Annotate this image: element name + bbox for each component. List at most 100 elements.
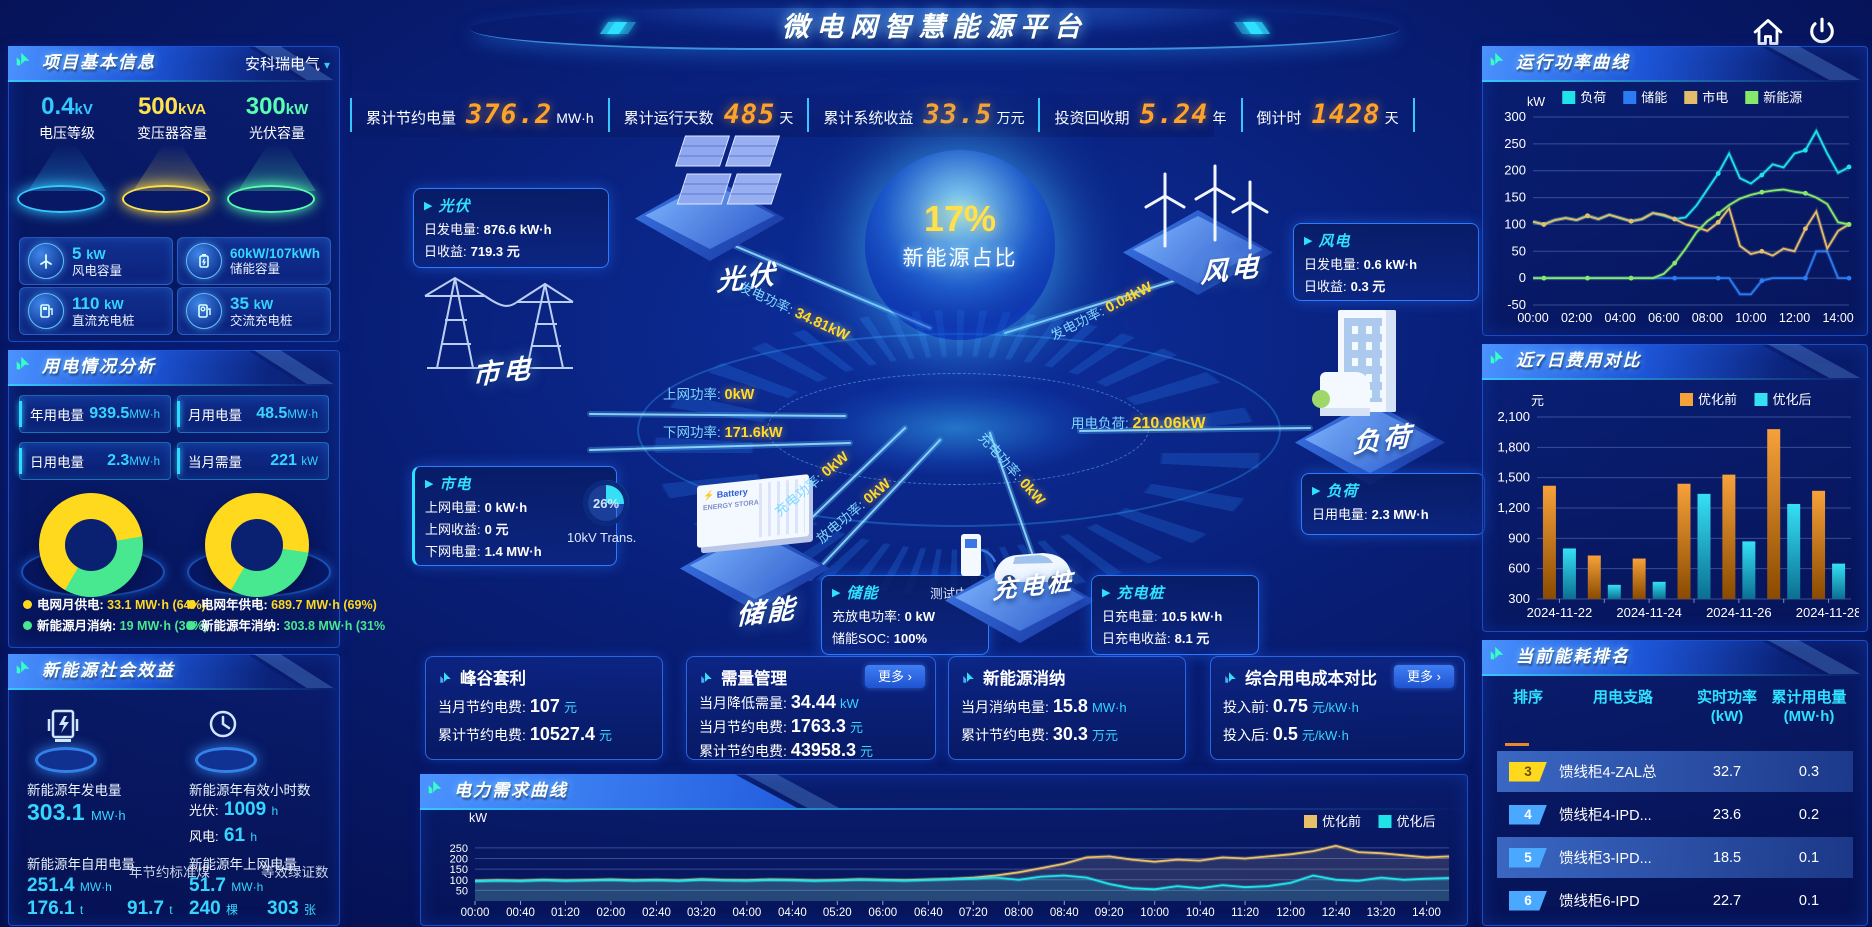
demand-curve-chart: 250 200 150 100 50 kW 00:00 00:40 01:20 02:00 02:4… <box>427 811 1459 921</box>
svg-text:优化后: 优化后 <box>1397 814 1436 829</box>
stat-countdown: 倒计时 1428 天 <box>1240 98 1415 132</box>
solar-panels-icon <box>674 135 782 205</box>
svg-text:12:00: 12:00 <box>1779 311 1810 325</box>
wind-turbine-icon <box>28 243 64 279</box>
transformer-gauge: 26% <box>583 480 629 526</box>
benefit-value: 303 张 <box>267 898 316 919</box>
stat-year-usage: 年用电量 939.5MW·h <box>19 395 171 433</box>
svg-text:09:20: 09:20 <box>1095 907 1124 919</box>
svg-text:150: 150 <box>1504 190 1526 205</box>
grid-towers-icon <box>424 276 574 369</box>
benefit-label: 等效绿证数 <box>261 865 329 880</box>
grid-node-label: 市电 <box>472 353 534 391</box>
svg-text:100: 100 <box>450 875 468 887</box>
storage-info-card: ▶ 储能 测试中... 充放电功率: 0 kW 储能SOC: 100% <box>821 575 989 655</box>
panel-usage-analysis: 用电情况分析 年用电量 939.5MW·h 月用电量 48.5MW·h 日用电量 2.… <box>8 350 385 648</box>
company-select[interactable]: 安科瑞电气 ▾ <box>244 56 330 73</box>
header-bolt-icon <box>1233 22 1282 34</box>
svg-text:02:00: 02:00 <box>1561 311 1592 325</box>
benefit-label: 新能源年上网电量 <box>189 857 297 872</box>
card-ac-charger: 35 kW 交流充电桩 <box>177 287 331 335</box>
benefit-value: 51.7 MW·h <box>189 875 264 896</box>
svg-text:00:40: 00:40 <box>506 907 535 919</box>
svg-text:12:00: 12:00 <box>1276 907 1305 919</box>
panel-demand-curve: 电力需求曲线 250 200 150 100 50 kW 00:00 00:40 01:20 02… <box>420 774 1468 926</box>
corner-arrows-icon <box>1225 671 1236 683</box>
svg-text:10:00: 10:00 <box>1735 311 1766 325</box>
renewable-share-label: 新能源占比 <box>902 247 1018 270</box>
rank-badge: 5 <box>1509 847 1547 868</box>
svg-text:2,100: 2,100 <box>1497 409 1530 424</box>
panel-energy-ranking: 当前能耗排名 排序 用电支路 实时功率 (kW) 累计用电量 (MW·h) 3 馈线… <box>1482 640 1868 926</box>
svg-text:元: 元 <box>1531 393 1544 408</box>
table-row[interactable]: 5 馈线柜3-IPD... 18.5 0.1 <box>1497 837 1853 878</box>
benefit-value: 251.4 MW·h <box>27 875 112 896</box>
chevron-right-icon: ▶ <box>832 587 841 599</box>
chevron-right-icon: ▶ <box>1102 587 1111 599</box>
panel-title: 近7日费用对比 <box>1516 351 1642 370</box>
year-energy-donut <box>205 493 309 597</box>
legend-grid-month: 电网月供电: 33.1 MW·h (64%) <box>23 594 206 613</box>
stat-saved-energy: 累计节约电量 376.2 MW·h <box>350 98 608 132</box>
ev-charger-car-icon <box>961 534 1073 589</box>
table-row[interactable]: 6 馈线柜6-IPD 22.7 0.1 <box>1497 880 1853 915</box>
svg-text:市电: 市电 <box>1702 90 1728 105</box>
legend-grid-year: 电网年供电: 689.7 MW·h (69%) <box>187 594 377 613</box>
table-row[interactable]: 4 馈线柜4-IPD... 23.6 0.2 <box>1497 794 1853 835</box>
panel-title: 当前能耗排名 <box>1516 647 1630 666</box>
corner-arrows-icon <box>701 671 712 683</box>
svg-text:08:40: 08:40 <box>1050 907 1079 919</box>
svg-text:优化前: 优化前 <box>1322 814 1361 829</box>
energy-flow-diagram: 光伏 ▶ 光伏 日发电量: 876.6 kW·h 日收益: 719.3 元 风电 ▶ 风… <box>345 128 1485 663</box>
svg-text:10:00: 10:00 <box>1140 907 1169 919</box>
table-row[interactable]: 3 馈线柜4-ZAL总 32.7 0.3 <box>1497 751 1853 792</box>
corner-arrows-icon <box>16 52 30 66</box>
svg-text:14:00: 14:00 <box>1412 907 1441 919</box>
renewable-share-sphere: 17% 新能源占比 <box>865 150 1055 340</box>
power-icon[interactable] <box>1804 14 1840 50</box>
power-curve-chart: 300 250 200 150 100 50 0 -50 kW 00:00 02:00 04:00 06… <box>1489 87 1859 327</box>
svg-text:14:00: 14:00 <box>1822 311 1853 325</box>
benefit-value: 240 棵 <box>189 898 238 919</box>
svg-text:1,500: 1,500 <box>1497 470 1530 485</box>
svg-text:07:20: 07:20 <box>959 907 988 919</box>
home-icon[interactable] <box>1750 14 1786 50</box>
svg-text:50: 50 <box>1512 243 1526 258</box>
corner-arrows-icon <box>16 356 30 370</box>
wind-info-card: ▶ 风电 日发电量: 0.6 kW·h 日收益: 0.3 元 <box>1293 223 1479 301</box>
benefit-label: 年节约标准煤 <box>129 865 210 880</box>
summary-stats-bar: 累计节约电量 376.2 MW·h 累计运行天数 485 天 累计系统收益 33.5 万元 … <box>350 93 1415 137</box>
corner-arrows-icon <box>963 671 974 683</box>
svg-text:2024-11-24: 2024-11-24 <box>1616 605 1682 620</box>
app-header: 微电网智慧能源平台 <box>470 2 1400 52</box>
stat-run-days: 累计运行天数 485 天 <box>607 98 808 132</box>
svg-text:1,800: 1,800 <box>1497 439 1530 454</box>
svg-text:10:40: 10:40 <box>1186 907 1215 919</box>
more-button[interactable]: 更多 › <box>1394 665 1454 688</box>
benefit-label: 新能源年有效小时数 <box>189 783 311 798</box>
svg-text:02:40: 02:40 <box>642 907 671 919</box>
svg-text:00:00: 00:00 <box>1517 311 1548 325</box>
svg-text:08:00: 08:00 <box>1692 311 1723 325</box>
more-button[interactable]: 更多 › <box>865 665 925 688</box>
svg-text:2024-11-28: 2024-11-28 <box>1796 605 1859 620</box>
svg-text:01:20: 01:20 <box>551 907 580 919</box>
legend-renew-year: 新能源年消纳: 303.8 MW·h (31% <box>187 615 385 634</box>
benefit-label: 新能源年发电量 <box>27 783 122 798</box>
benefit-pv-hours: 光伏: 1009 h <box>189 799 279 820</box>
svg-text:2024-11-26: 2024-11-26 <box>1706 605 1772 620</box>
panel-cost-compare: 近7日费用对比 2,100 1,800 1,500 1,200 900 600 300 元 20… <box>1482 344 1868 632</box>
svg-text:11:20: 11:20 <box>1231 907 1259 919</box>
stat-day-usage: 日用电量 2.3MW·h <box>19 442 171 480</box>
svg-text:150: 150 <box>450 864 468 876</box>
svg-text:优化后: 优化后 <box>1773 392 1812 407</box>
chevron-right-icon: ▶ <box>1312 485 1321 497</box>
generation-pedestal-icon <box>33 707 97 773</box>
svg-text:负荷: 负荷 <box>1580 90 1606 105</box>
panel-title: 电力需求曲线 <box>454 781 568 800</box>
svg-text:200: 200 <box>450 854 468 866</box>
svg-text:250: 250 <box>450 843 468 855</box>
transformer-label: 10kV Trans. <box>567 530 637 545</box>
svg-text:1,200: 1,200 <box>1497 500 1530 515</box>
svg-text:06:00: 06:00 <box>868 907 897 919</box>
